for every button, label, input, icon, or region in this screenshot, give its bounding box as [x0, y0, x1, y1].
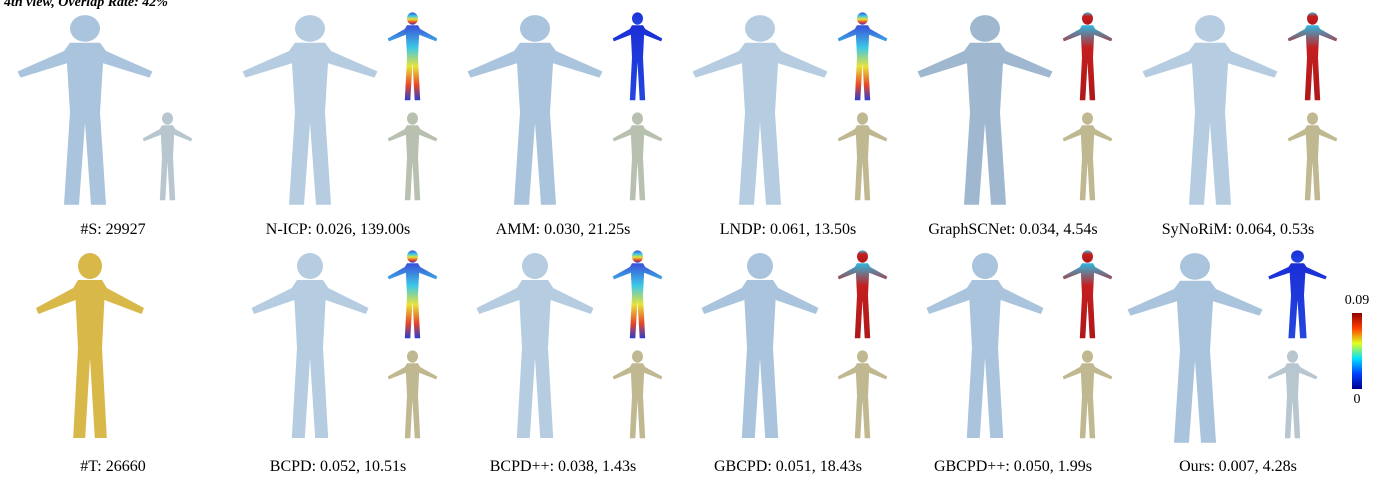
colorbar-max: 0.09: [1345, 293, 1370, 308]
panel: [927, 250, 1113, 438]
colorbar-min: 0: [1354, 392, 1361, 407]
panel: [693, 12, 888, 204]
caption: BCPD: 0.052, 10.51s: [270, 458, 406, 475]
caption: BCPD++: 0.038, 1.43s: [490, 458, 637, 475]
caption: #T: 26660: [80, 458, 145, 475]
caption: LNDP: 0.061, 13.50s: [720, 221, 856, 238]
colorbar: [1352, 313, 1362, 389]
header: 4th view, Overlap Rate: 42%: [3, 0, 168, 10]
panel: [477, 250, 663, 438]
panel: [18, 15, 193, 205]
page: {"figure": { "header": "4th view, Overla…: [0, 0, 1395, 479]
caption: AMM: 0.030, 21.25s: [496, 221, 631, 238]
panel: [1128, 250, 1327, 442]
panel: [1143, 12, 1338, 204]
panel: [918, 12, 1113, 204]
caption: GraphSCNet: 0.034, 4.54s: [928, 221, 1097, 238]
caption: GBCPD: 0.051, 18.43s: [714, 458, 862, 475]
caption: N-ICP: 0.026, 139.00s: [266, 221, 410, 238]
panel: [252, 250, 438, 438]
caption: SyNoRiM: 0.064, 0.53s: [1162, 221, 1314, 238]
caption: Ours: 0.007, 4.28s: [1179, 458, 1297, 475]
caption: GBCPD++: 0.050, 1.99s: [934, 458, 1092, 475]
panel: [468, 12, 663, 204]
caption: #S: 29927: [80, 221, 145, 238]
panel: [702, 250, 888, 438]
figure: 4th view, Overlap Rate: 42%: [0, 0, 1395, 479]
panel: [36, 253, 144, 438]
panel: [243, 12, 438, 204]
